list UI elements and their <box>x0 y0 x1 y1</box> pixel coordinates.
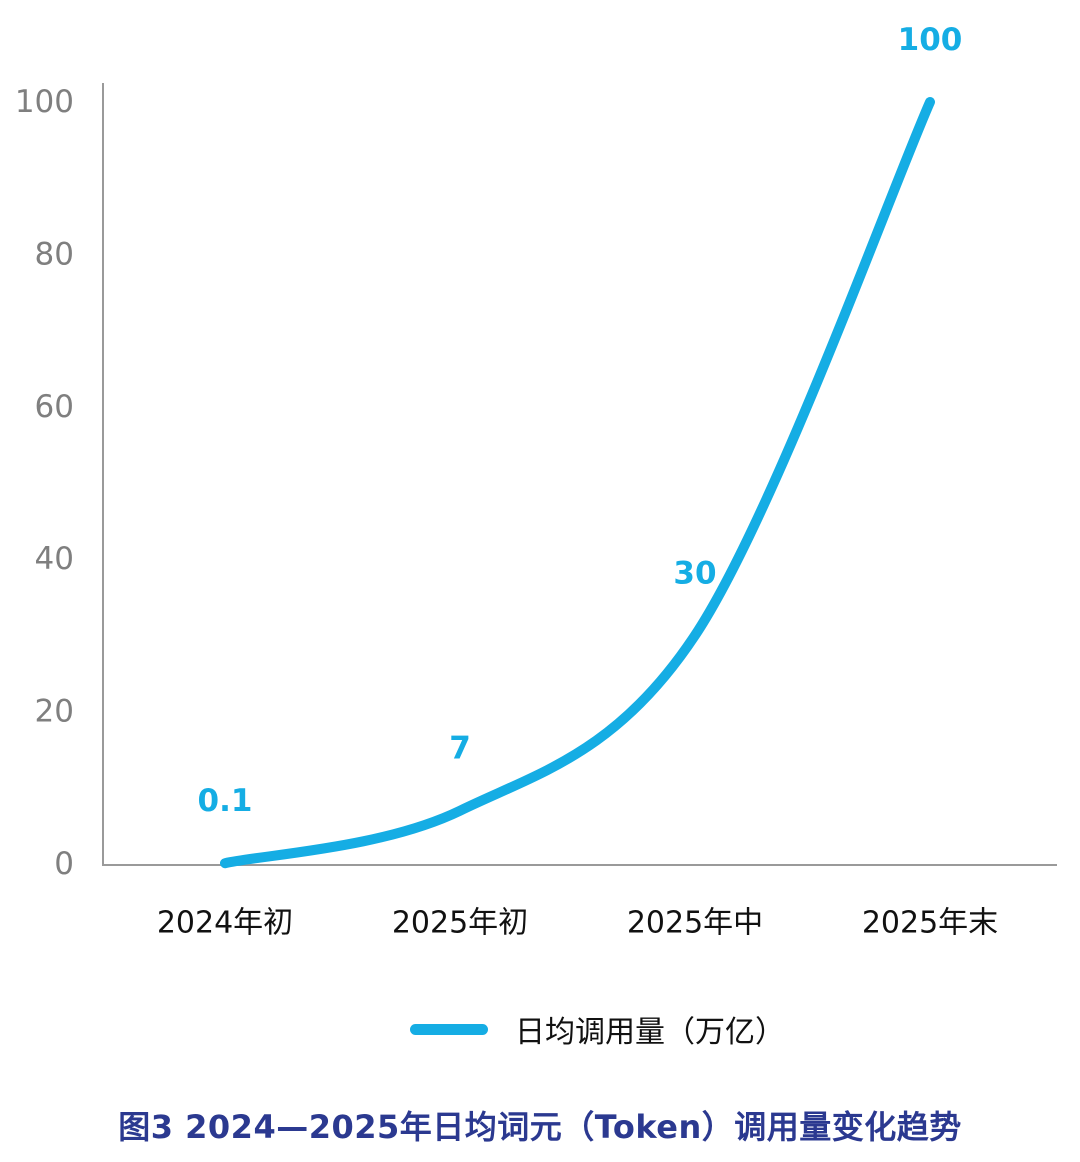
y-tick-label: 40 <box>35 541 74 577</box>
legend-label: 日均调用量（万亿） <box>515 1015 785 1050</box>
x-tick-label: 2024年初 <box>157 906 293 941</box>
data-label: 7 <box>449 731 471 767</box>
figure-caption: 图3 2024—2025年日均词元（Token）调用量变化趋势 <box>118 1108 962 1146</box>
y-tick-label: 80 <box>35 236 74 272</box>
y-tick-label: 0 <box>54 846 74 882</box>
y-tick-label: 20 <box>35 694 74 730</box>
y-tick-label: 60 <box>35 389 74 425</box>
legend-line-swatch <box>410 1023 488 1035</box>
line-chart: 0 20 40 60 80 100 2024年初 2025年初 2025年中 2… <box>15 22 1057 941</box>
x-tick-label: 2025年初 <box>392 906 528 941</box>
data-label: 0.1 <box>198 783 253 819</box>
data-label: 30 <box>673 555 716 591</box>
x-tick-label: 2025年末 <box>862 906 998 941</box>
series-line <box>220 97 935 869</box>
data-label: 100 <box>898 22 963 58</box>
y-tick-label: 100 <box>15 84 74 120</box>
legend: 日均调用量（万亿） <box>410 1010 785 1050</box>
x-tick-label: 2025年中 <box>627 906 763 941</box>
